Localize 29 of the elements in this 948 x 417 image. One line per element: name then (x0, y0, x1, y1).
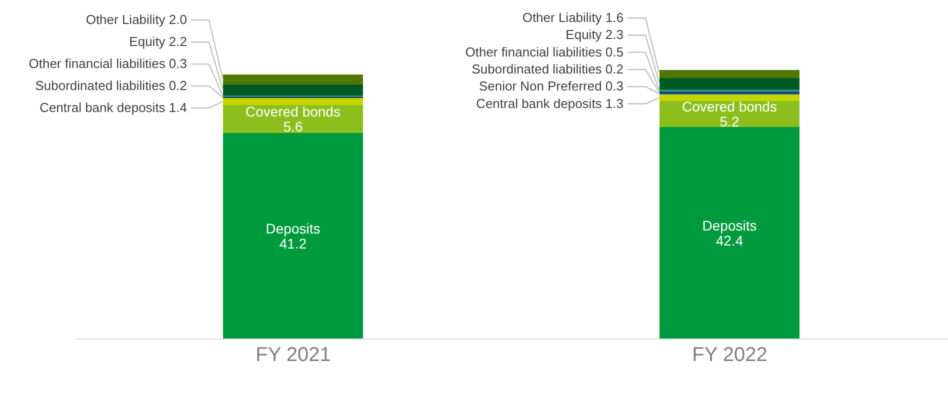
series-label: Covered bonds (246, 104, 340, 120)
bar (223, 74, 363, 84)
x-tick-label: FY 2022 (692, 344, 768, 366)
text: Equity 2.3 (566, 27, 624, 42)
bar (660, 127, 800, 339)
text: Central bank deposits 1.4 (40, 100, 187, 116)
bar (223, 98, 363, 105)
text: Central bank deposits 1.3 (476, 96, 624, 111)
text: Subordinated liabilities 0.2 (35, 78, 187, 94)
data-label: 41.2 (279, 236, 307, 252)
text: Subordinated liabilities 0.2 (472, 61, 624, 76)
text: Other Liability 2.0 (86, 12, 187, 28)
data-label: 5.2 (720, 114, 740, 130)
text: Equity 2.2 (129, 34, 187, 50)
bar (660, 94, 800, 101)
text: Other Liability 1.6 (522, 10, 624, 25)
bar (660, 78, 800, 90)
text: Deposits (702, 218, 757, 234)
bar (660, 70, 800, 78)
data-label: 5.6 (283, 118, 303, 134)
text: Other financial liabilities 0.3 (28, 56, 187, 72)
x-tick-label: FY 2021 (256, 344, 331, 366)
series-label: Deposits (266, 220, 320, 236)
text: Other financial liabilities 0.5 (465, 44, 624, 60)
bar (223, 84, 363, 96)
text: Covered bonds (682, 98, 777, 114)
bar (223, 133, 363, 339)
data-label: 42.4 (716, 232, 744, 248)
text: Senior Non Preferred 0.3 (478, 78, 624, 94)
